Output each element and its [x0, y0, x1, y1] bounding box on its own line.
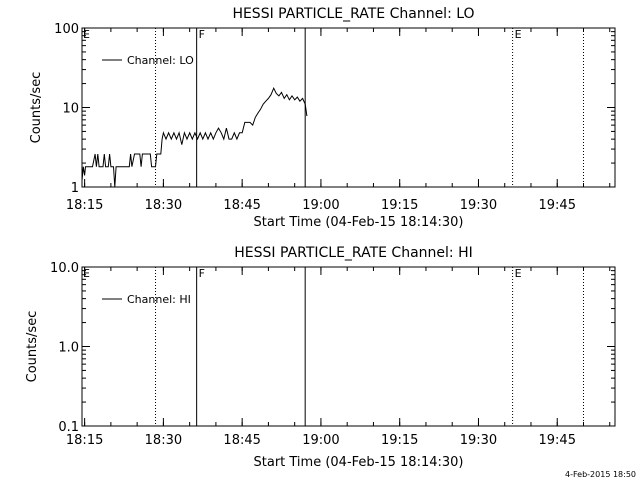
y-tick-label: 100 [54, 22, 79, 37]
x-tick-label: 18:45 [223, 198, 260, 213]
y-axis-label: Counts/sec [29, 72, 44, 144]
corner-label: E [83, 28, 90, 41]
lo-channel-panel: HESSI PARTICLE_RATE Channel: LO 18:15 18:3… [29, 6, 616, 230]
legend-label: Channel: HI [127, 293, 191, 306]
x-tick-label: 18:15 [66, 433, 103, 448]
x-axis-label: Start Time (04-Feb-15 18:14:30) [254, 215, 464, 230]
chart-title: HESSI PARTICLE_RATE Channel: LO [232, 6, 474, 22]
series-line [81, 86, 308, 188]
marker-label: E [515, 267, 522, 280]
marker-label: F [199, 28, 205, 41]
plot-frame [81, 27, 616, 188]
legend-label: Channel: LO [127, 54, 194, 67]
x-axis-label: Start Time (04-Feb-15 18:14:30) [254, 455, 464, 470]
x-tick-label: 19:30 [460, 198, 497, 213]
x-tick-label: 19:00 [302, 433, 339, 448]
x-tick-label: 18:30 [145, 198, 182, 213]
x-tick-label: 19:45 [539, 433, 576, 448]
plot-frame [81, 266, 616, 427]
x-tick-label: 18:15 [66, 198, 103, 213]
y-tick-label: 10 [62, 102, 79, 117]
footer-timestamp: 4-Feb-2015 18:50 [565, 470, 636, 479]
x-tick-label: 18:30 [145, 433, 182, 448]
chart-title: HESSI PARTICLE_RATE Channel: HI [234, 245, 472, 261]
x-tick-label: 19:00 [302, 198, 339, 213]
x-tick-label: 19:45 [539, 198, 576, 213]
corner-label: E [83, 267, 90, 280]
marker-label: F [199, 267, 205, 280]
y-tick-label: 1.0 [58, 341, 79, 356]
y-tick-label: 0.1 [58, 420, 79, 435]
x-tick-label: 19:15 [381, 433, 418, 448]
x-tick-label: 18:45 [223, 433, 260, 448]
x-tick-label: 19:30 [460, 433, 497, 448]
y-tick-label: 1 [71, 181, 79, 196]
y-tick-label: 10.0 [50, 261, 79, 276]
hi-channel-panel: HESSI PARTICLE_RATE Channel: HI 18:15 18:3… [25, 245, 616, 470]
marker-label: E [515, 28, 522, 41]
x-tick-label: 19:15 [381, 198, 418, 213]
y-axis-label: Counts/sec [25, 311, 40, 383]
